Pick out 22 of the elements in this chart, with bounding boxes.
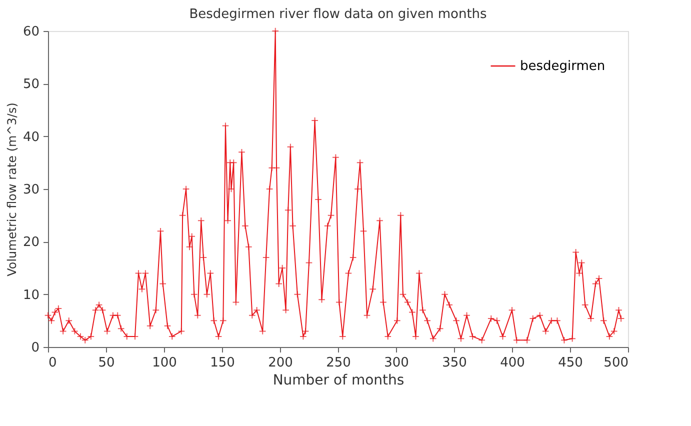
x-tick-label: 200 <box>268 356 293 370</box>
y-tick-label: 0 <box>31 340 40 356</box>
chart-title: Besdegirmen river flow data on given months <box>189 7 488 22</box>
y-tick-label: 40 <box>22 130 40 145</box>
y-axis-title: Volumetric flow rate (m^3/s) <box>4 102 19 276</box>
legend-label: besdegirmen <box>520 59 606 74</box>
x-tick-label: 0 <box>48 356 57 370</box>
x-tick-label: 250 <box>326 356 351 370</box>
y-tick-label: 60 <box>22 24 40 40</box>
x-tick-label: 100 <box>152 356 177 370</box>
y-tick-label: 20 <box>22 235 40 250</box>
y-tick-label: 50 <box>22 77 40 92</box>
x-tick-label: 300 <box>384 356 409 370</box>
y-tick-label: 30 <box>22 182 40 198</box>
y-tick-label: 10 <box>22 288 40 303</box>
x-tick-label: 50 <box>98 356 115 370</box>
x-axis-title: Number of months <box>272 372 404 388</box>
x-tick-label: 350 <box>442 356 467 370</box>
x-tick-label: 400 <box>500 356 525 370</box>
x-tick-label: 500 <box>604 356 628 370</box>
x-tick-label: 150 <box>210 356 235 370</box>
x-tick-label: 450 <box>558 356 583 370</box>
